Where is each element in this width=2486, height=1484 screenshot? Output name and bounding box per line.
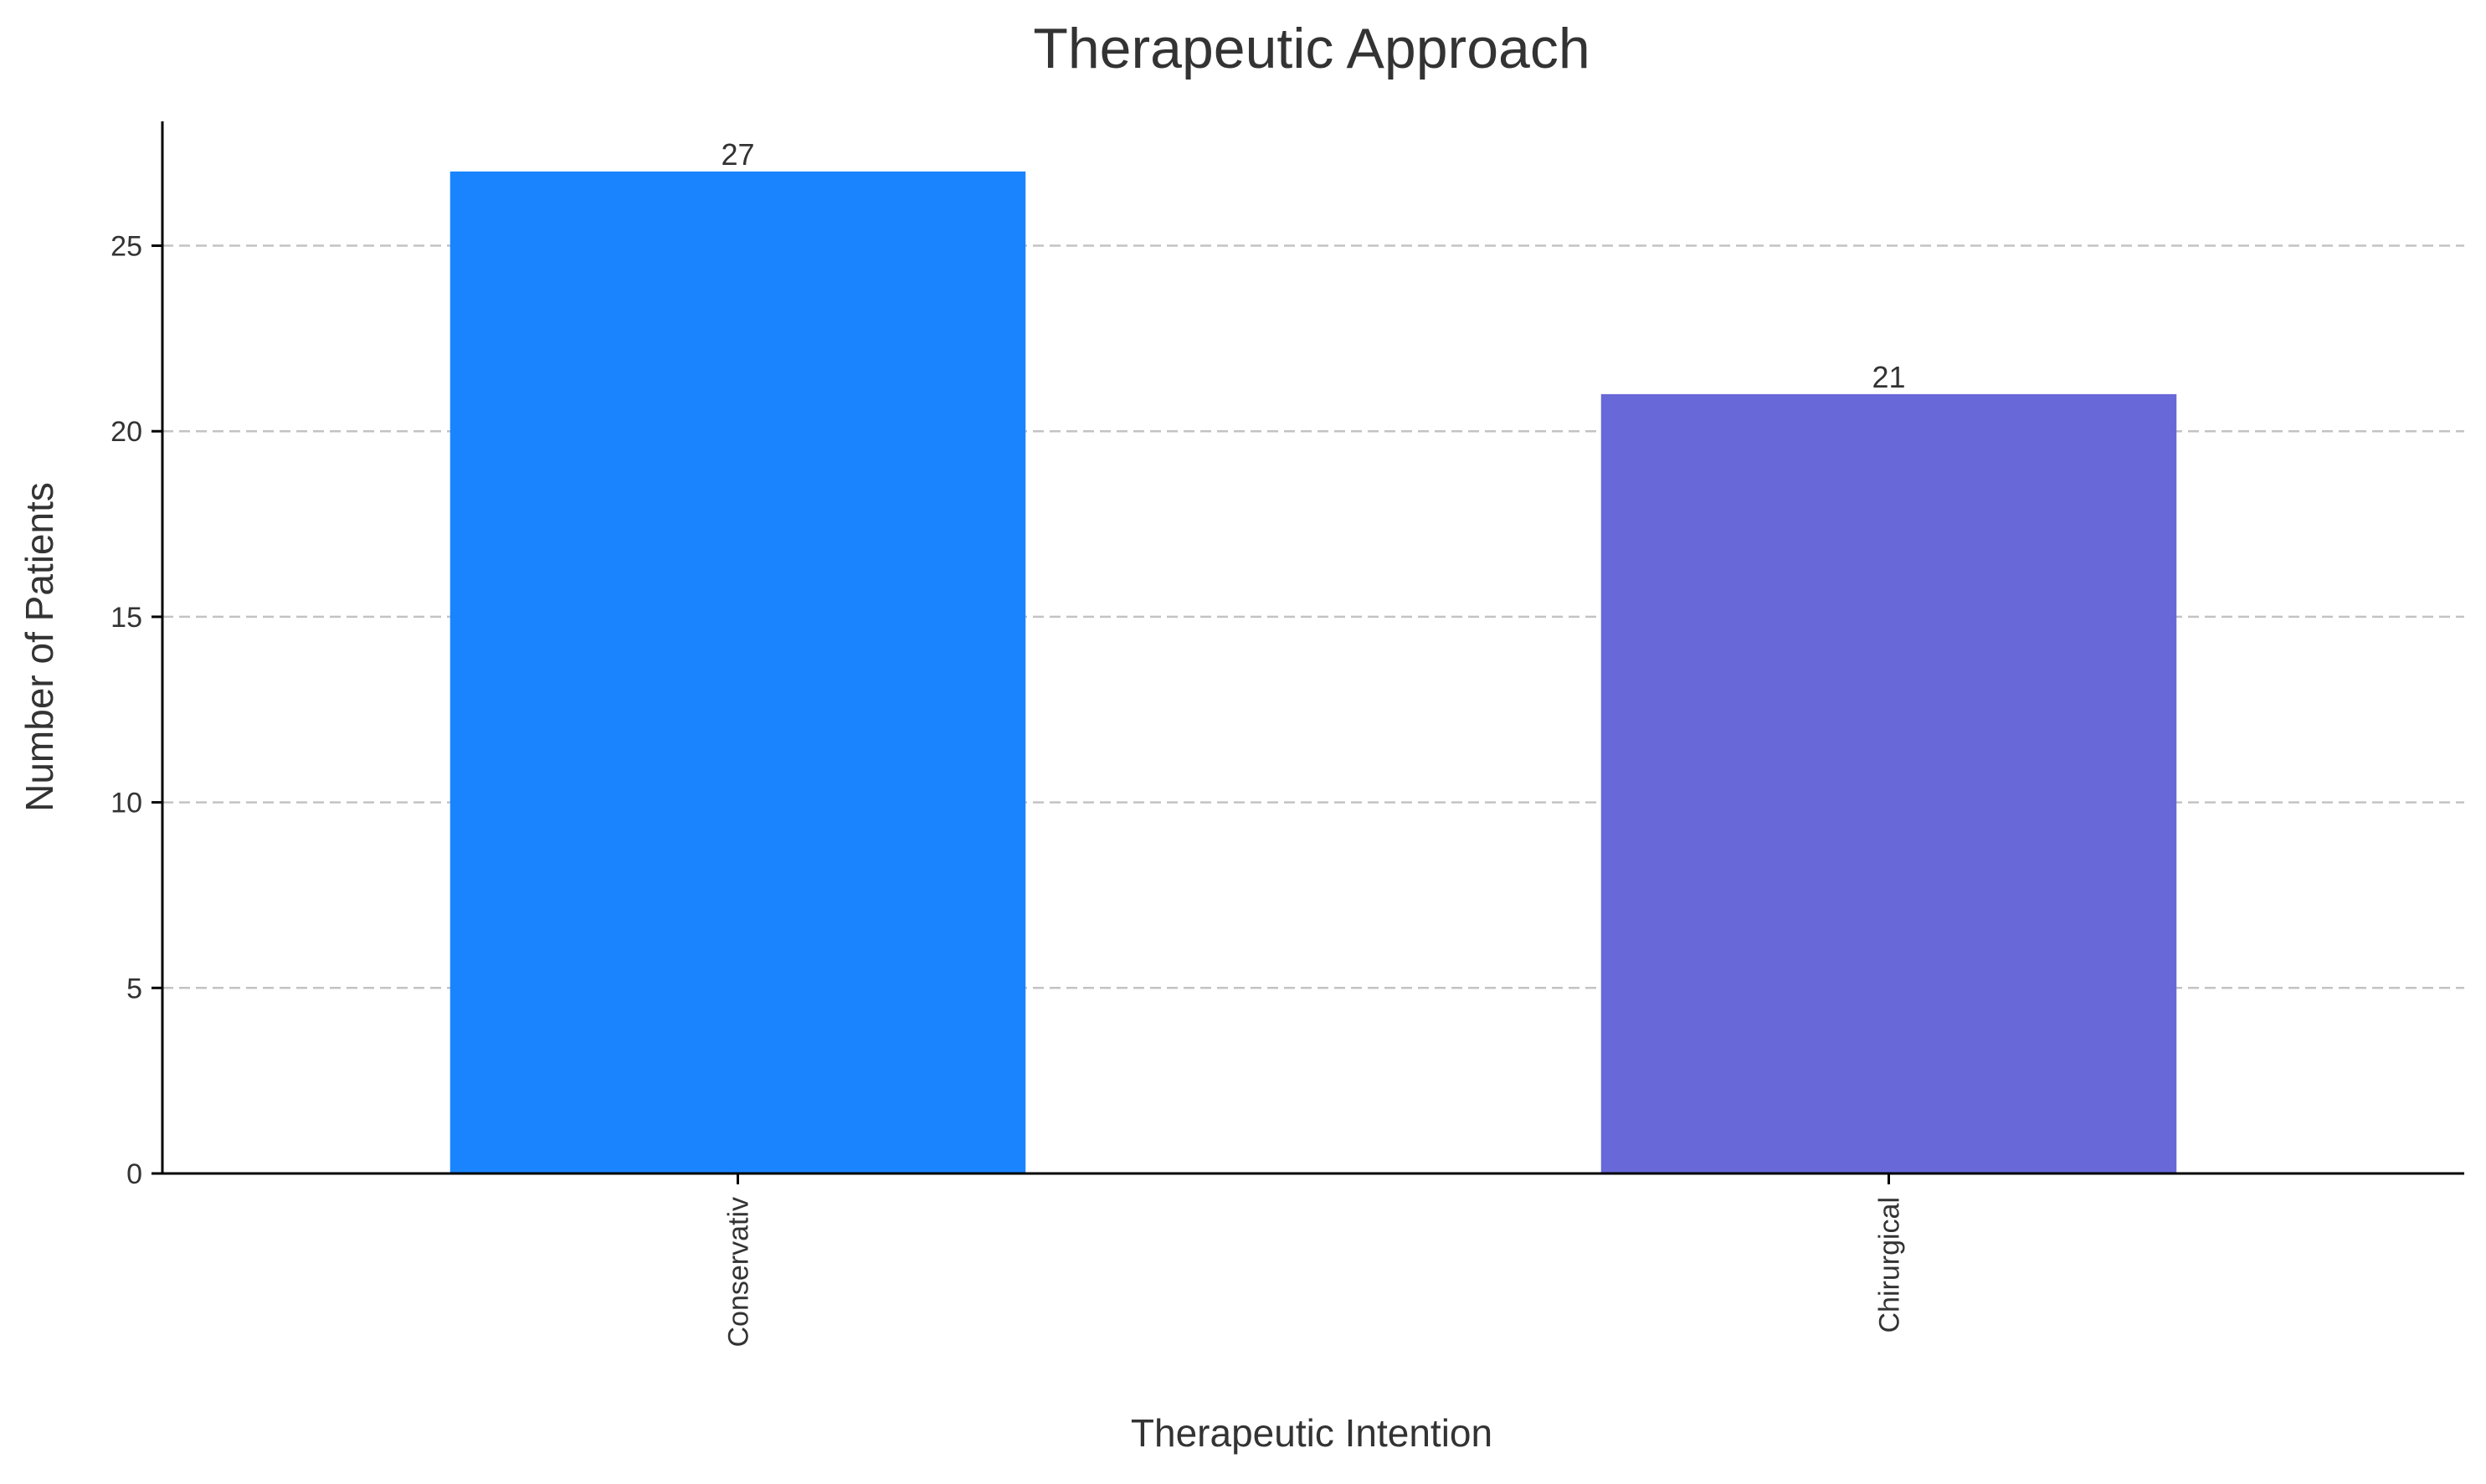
y-tick-label: 0	[126, 1158, 142, 1190]
bar-conservativ	[449, 171, 1026, 1173]
y-tick-label: 20	[110, 416, 142, 448]
bar-chirurgical	[1600, 393, 2177, 1173]
data-label-chirurgical: 21	[1872, 360, 1905, 394]
data-labels: 27 21	[721, 137, 1905, 394]
y-axis-label: Number of Patients	[18, 482, 61, 812]
y-tick-label: 15	[110, 602, 142, 634]
x-tick-label-chirurgical: Chirurgical	[1874, 1197, 1906, 1333]
y-tick-label: 25	[110, 231, 142, 263]
y-ticks: 0 5 10 15 20 25	[110, 231, 162, 1190]
bars	[449, 171, 2177, 1173]
x-ticks: Conservativ Chirurgical	[723, 1173, 1906, 1348]
x-axis-label: Therapeutic Intention	[1131, 1411, 1492, 1455]
data-label-conservativ: 27	[721, 137, 754, 172]
y-tick-label: 5	[126, 973, 142, 1004]
x-tick-label-conservativ: Conservativ	[723, 1197, 755, 1348]
axes	[161, 121, 2464, 1175]
chart-title: Therapeutic Approach	[1033, 17, 1590, 80]
y-tick-label: 10	[110, 788, 142, 819]
